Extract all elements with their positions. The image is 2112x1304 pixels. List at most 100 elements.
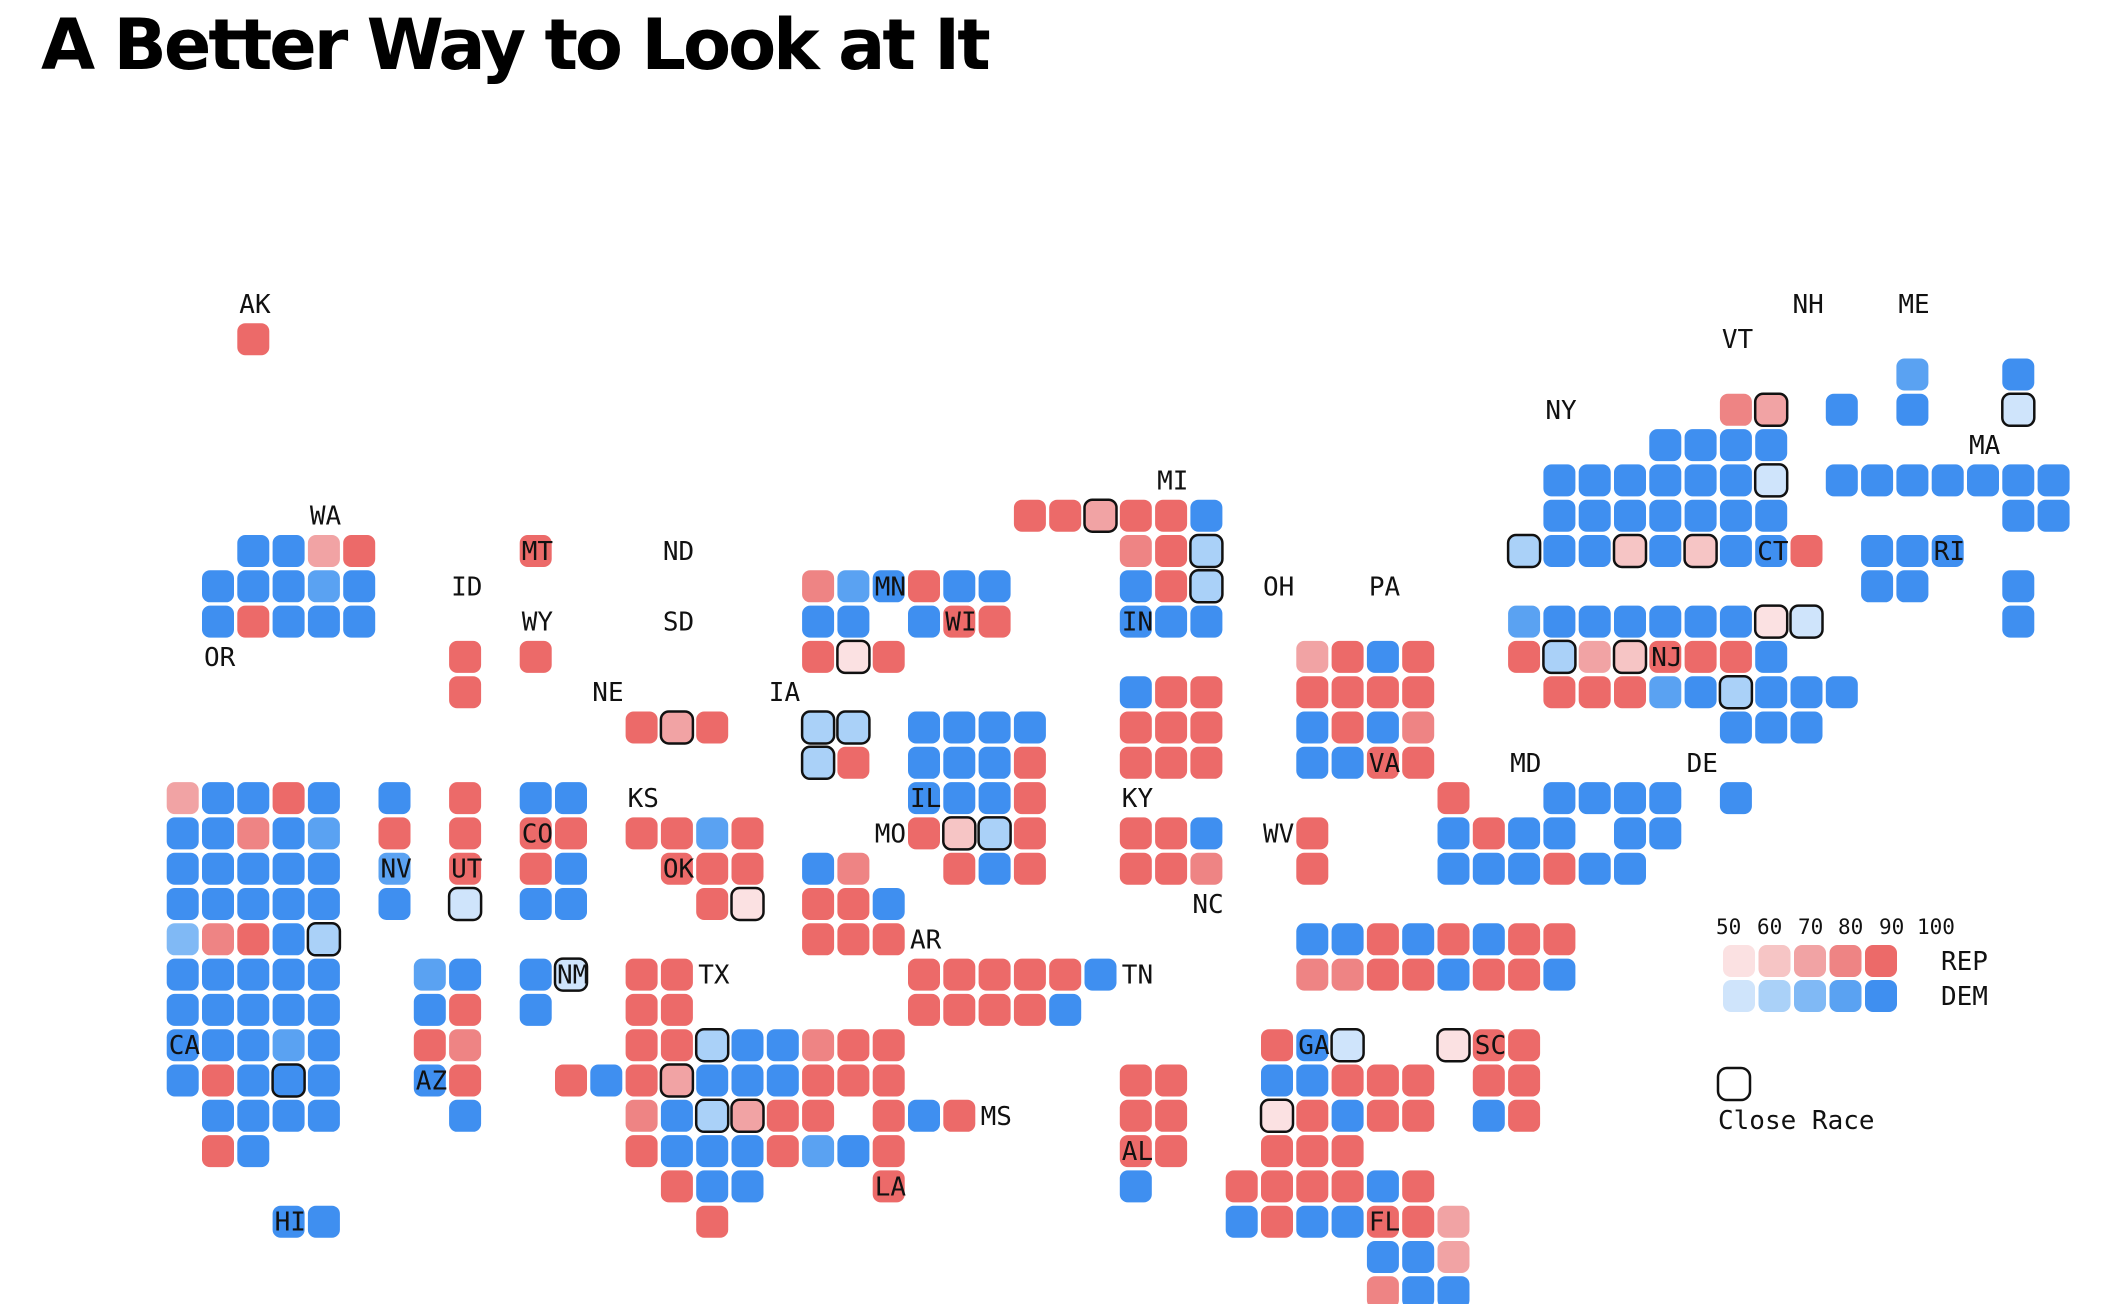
district-tile: [872, 888, 905, 920]
district-tile: [1719, 535, 1752, 567]
district-tile: [1578, 464, 1611, 497]
district-tile: [978, 852, 1011, 885]
district-tile: [872, 923, 905, 956]
district-tile: [202, 1029, 234, 1062]
district-tile: [1296, 711, 1329, 744]
district-tile: [1896, 570, 1929, 603]
district-tile: [1155, 1099, 1188, 1132]
district-tile: [1437, 782, 1470, 815]
district-tile-close-race: [1753, 463, 1789, 498]
district-tile: [272, 958, 305, 991]
district-tile: [1366, 1241, 1399, 1273]
district-tile: [2002, 358, 2035, 391]
district-tile: [449, 1064, 482, 1097]
district-tile: [272, 1205, 305, 1238]
district-tile: [1331, 1170, 1364, 1203]
district-tile: [908, 782, 940, 815]
district-tile: [1472, 852, 1505, 885]
district-tile: [1119, 1064, 1152, 1097]
district-tile: [1719, 711, 1752, 744]
district-tile: [1614, 782, 1646, 815]
district-tile: [1331, 1099, 1364, 1132]
district-tile: [1190, 605, 1223, 638]
district-tile: [1331, 1205, 1364, 1238]
district-tile: [625, 817, 658, 850]
district-tile: [1155, 676, 1188, 709]
district-tile: [202, 782, 234, 815]
district-tile: [1578, 535, 1611, 567]
district-tile: [766, 1029, 799, 1062]
district-tile: [1119, 817, 1152, 850]
district-tile: [1508, 958, 1541, 991]
district-tile: [237, 323, 270, 356]
legend-close-label: Close Race: [1718, 1106, 1875, 1136]
district-tile: [1366, 923, 1399, 956]
district-tile: [202, 605, 234, 638]
district-tile: [1578, 605, 1611, 638]
district-tile: [1437, 817, 1470, 850]
district-tile-close-race: [1083, 498, 1118, 533]
district-tile: [625, 1029, 658, 1062]
district-tile: [1296, 817, 1329, 850]
state-label-la: LA: [875, 1172, 907, 1202]
state-label-nm: NM: [557, 961, 588, 991]
district-tile: [2037, 499, 2070, 532]
legend-swatch-rep: [1829, 945, 1862, 977]
district-tile: [519, 535, 552, 567]
district-tile-close-race: [730, 1098, 765, 1134]
district-tile: [272, 993, 305, 1026]
district-tile: [1119, 711, 1152, 744]
district-tile-close-race: [942, 816, 977, 851]
state-label-il: IL: [910, 784, 941, 814]
state-label-ne: NE: [592, 678, 623, 708]
district-tile-close-race: [836, 710, 871, 745]
district-tile: [766, 1064, 799, 1097]
page-title: A Better Way to Look at It: [41, 4, 991, 86]
legend-swatch-dem: [1758, 980, 1791, 1012]
district-tile: [1119, 1170, 1152, 1203]
district-tile: [1296, 676, 1329, 709]
district-tile: [1331, 711, 1364, 744]
district-tile: [1614, 676, 1646, 709]
state-label-ga: GA: [1298, 1031, 1330, 1061]
district-tile: [1896, 464, 1929, 497]
district-tile: [166, 1029, 199, 1062]
district-tile: [1402, 676, 1435, 709]
district-tile: [837, 1029, 870, 1062]
district-tile: [1543, 958, 1576, 991]
district-tile: [307, 993, 340, 1026]
district-tile-close-race: [1189, 569, 1224, 604]
legend-swatch-rep: [1723, 945, 1755, 977]
district-tile: [1402, 1241, 1435, 1273]
district-tile: [1508, 817, 1541, 850]
district-tile-close-race: [659, 710, 695, 745]
district-tile: [943, 570, 976, 603]
district-tile: [1013, 958, 1046, 991]
district-tile: [272, 782, 305, 815]
state-label-ri: RI: [1934, 537, 1965, 567]
state-label-ca: CA: [169, 1031, 201, 1061]
district-tile: [1366, 746, 1399, 779]
state-label-ms: MS: [981, 1102, 1012, 1132]
state-label-tx: TX: [698, 961, 730, 991]
district-tile: [202, 1135, 234, 1168]
district-tile-close-race: [1789, 604, 1824, 639]
district-tile-close-race: [1189, 533, 1224, 569]
district-tile: [1190, 499, 1223, 532]
district-tile: [1296, 923, 1329, 956]
district-tile: [802, 570, 835, 603]
district-tile-close-race: [694, 1027, 730, 1063]
district-tile: [978, 605, 1011, 638]
district-tile: [696, 852, 729, 885]
district-tile: [837, 923, 870, 956]
district-tile: [307, 570, 340, 603]
district-tile: [1190, 711, 1223, 744]
state-label-oh: OH: [1263, 572, 1294, 602]
district-tile: [908, 746, 940, 779]
district-tile: [908, 817, 940, 850]
district-tile: [696, 1170, 729, 1203]
district-tile: [449, 852, 482, 885]
district-tile: [1366, 1064, 1399, 1097]
district-tile: [660, 1029, 693, 1062]
district-tile: [802, 1029, 835, 1062]
